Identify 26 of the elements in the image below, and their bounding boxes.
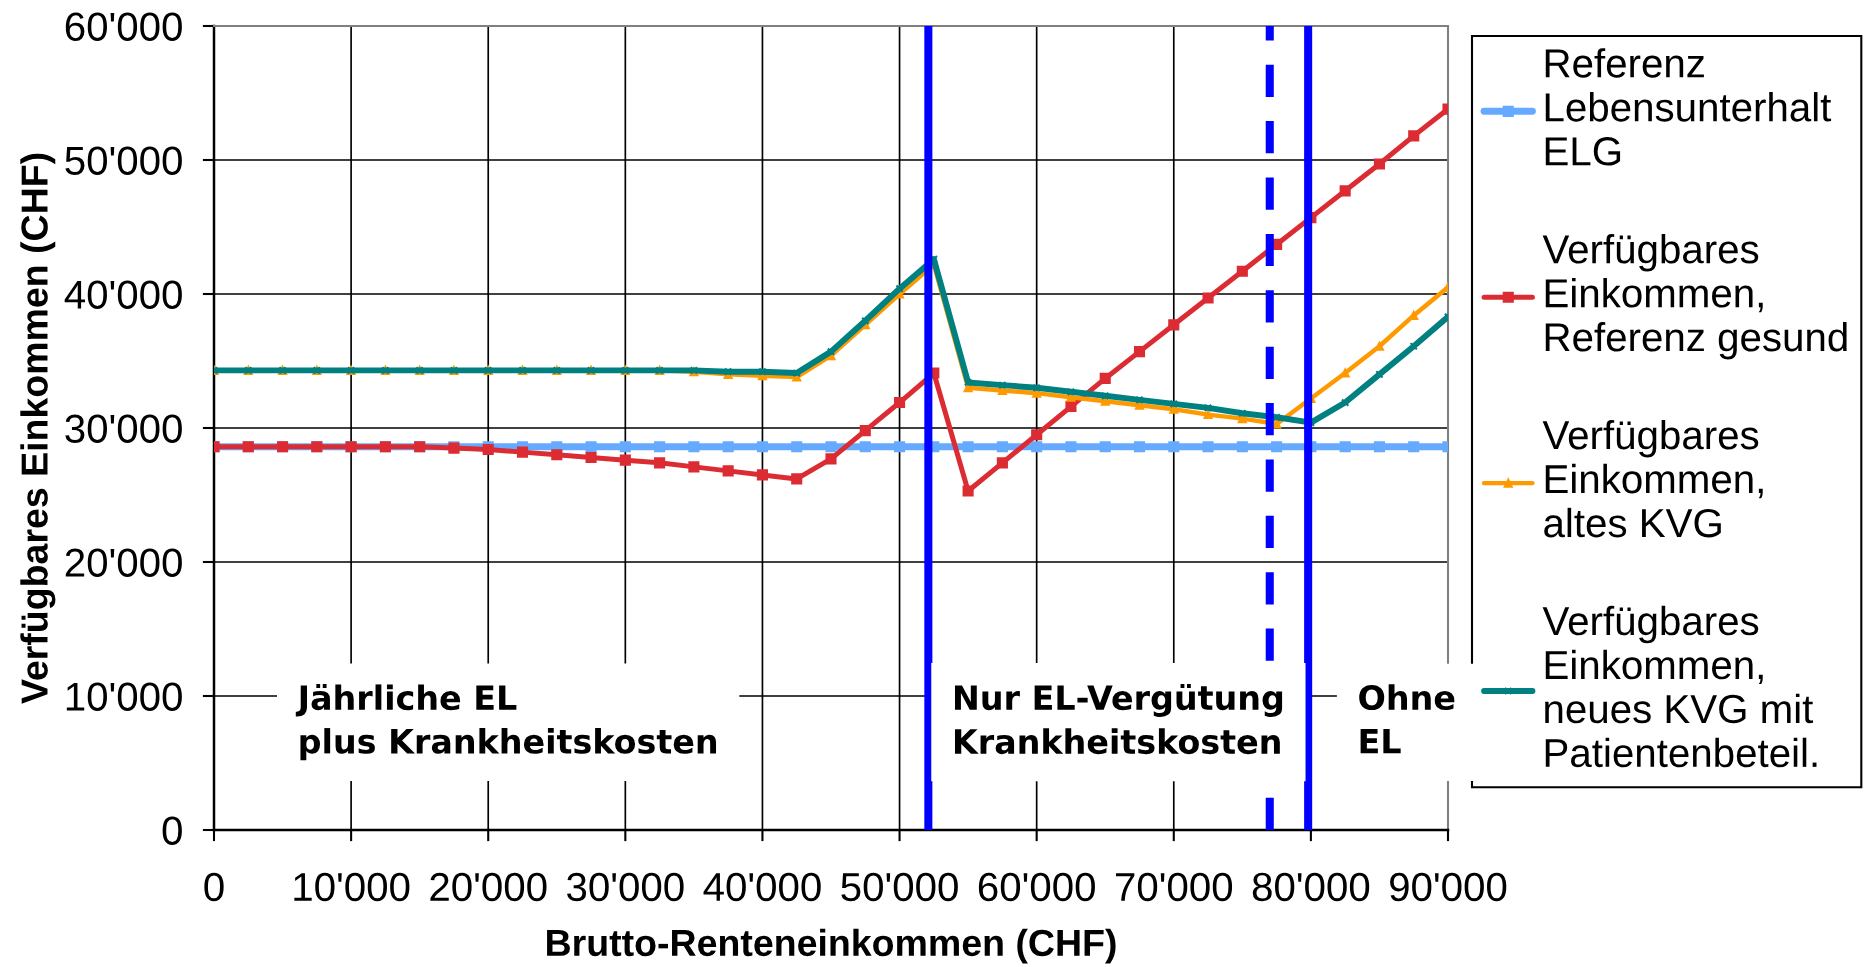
x-tick-label: 90'000 [1390,872,1507,902]
annotation: Jährliche EL plus Krankheitskosten [295,683,717,761]
annotation: Ohne EL [1359,684,1455,754]
y-tick-label: 10'000 [66,682,182,711]
legend-label: Verfügbares Einkommen, Referenz gesund [1542,233,1847,360]
y-tick-label: 30'000 [65,414,182,443]
x-tick-label: 80'000 [1252,872,1370,902]
x-tick-label: 70'000 [1116,872,1233,902]
legend-label: Verfügbares Einkommen, neues KVG mit Patientenbeteil. [1542,605,1817,768]
y-tick-label: 20'000 [65,548,182,577]
legend-label: Verfügbares Einkommen, altes KVG [1542,419,1763,538]
annotation: Nur EL-Vergütung Krankheitskosten [954,683,1283,755]
y-axis-title: Verfügbares Einkommen (CHF) [20,153,56,704]
x-tick-label: 10'000 [294,872,410,902]
legend-label: Referenz Lebensunterhalt ELG [1545,48,1832,166]
x-tick-label: 20'000 [430,872,547,902]
y-tick-label: 60'000 [65,12,182,41]
y-tick-label: 50'000 [65,146,182,175]
y-tick-label: 0 [162,816,182,845]
x-tick-label: 30'000 [567,872,684,902]
x-axis-title: Brutto-Renteneinkommen (CHF) [547,928,1116,964]
x-tick-label: 0 [204,872,224,902]
x-tick-label: 40'000 [703,872,821,902]
y-tick-label: 40'000 [64,280,182,309]
x-tick-label: 50'000 [841,872,958,902]
x-tick-label: 60'000 [978,872,1095,902]
